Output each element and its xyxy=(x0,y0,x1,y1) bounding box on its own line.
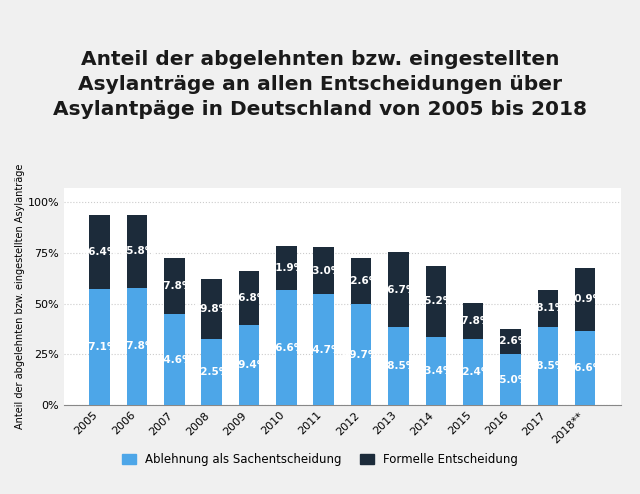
Bar xyxy=(314,247,334,294)
Bar xyxy=(426,266,446,337)
Text: 29.8%: 29.8% xyxy=(193,304,230,314)
Text: 33.4%: 33.4% xyxy=(418,366,454,376)
Text: 32.4%: 32.4% xyxy=(455,367,492,377)
Text: 35.8%: 35.8% xyxy=(119,247,155,256)
Text: 49.7%: 49.7% xyxy=(343,350,380,360)
Bar xyxy=(202,339,222,405)
Text: 26.8%: 26.8% xyxy=(231,293,267,303)
Text: 30.9%: 30.9% xyxy=(567,294,604,304)
Bar xyxy=(276,246,296,290)
Bar xyxy=(388,252,409,327)
Bar xyxy=(164,258,184,315)
Text: 12.6%: 12.6% xyxy=(492,336,529,346)
Text: 57.1%: 57.1% xyxy=(81,342,118,352)
Text: Anteil der abgelehnten bzw. eingestellten
Asylanträge an allen Entscheidungen üb: Anteil der abgelehnten bzw. eingestellte… xyxy=(53,50,587,119)
Bar xyxy=(500,329,521,354)
Text: 36.4%: 36.4% xyxy=(81,247,118,257)
Text: 56.6%: 56.6% xyxy=(268,343,305,353)
Text: 38.5%: 38.5% xyxy=(380,361,417,371)
Bar xyxy=(351,258,371,304)
Bar xyxy=(276,290,296,405)
Bar xyxy=(351,304,371,405)
Text: 25.0%: 25.0% xyxy=(492,374,529,385)
Legend: Ablehnung als Sachentscheidung, Formelle Entscheidung: Ablehnung als Sachentscheidung, Formelle… xyxy=(122,453,518,466)
Text: 21.9%: 21.9% xyxy=(268,263,305,273)
Text: 27.8%: 27.8% xyxy=(156,281,193,291)
Bar xyxy=(90,289,110,405)
Text: 57.8%: 57.8% xyxy=(119,341,155,351)
Text: 18.1%: 18.1% xyxy=(530,303,566,314)
Text: 17.8%: 17.8% xyxy=(455,316,492,326)
Text: 35.2%: 35.2% xyxy=(418,296,454,306)
Text: 36.7%: 36.7% xyxy=(380,285,417,294)
Bar xyxy=(127,215,147,288)
Y-axis label: Anteil der abgelehnten bzw. eingestellten Asylanträge: Anteil der abgelehnten bzw. eingestellte… xyxy=(15,164,25,429)
Bar xyxy=(239,271,259,325)
Bar xyxy=(575,330,595,405)
Bar xyxy=(202,279,222,339)
Bar xyxy=(239,325,259,405)
Text: 36.6%: 36.6% xyxy=(567,363,604,373)
Text: 44.6%: 44.6% xyxy=(156,355,193,365)
Text: 39.4%: 39.4% xyxy=(231,360,267,370)
Text: 22.6%: 22.6% xyxy=(343,276,380,286)
Bar xyxy=(538,327,558,405)
Text: 54.7%: 54.7% xyxy=(305,344,342,355)
Bar xyxy=(164,315,184,405)
Bar xyxy=(127,288,147,405)
Bar xyxy=(575,268,595,330)
Bar xyxy=(463,339,483,405)
Bar xyxy=(426,337,446,405)
Bar xyxy=(314,294,334,405)
Bar xyxy=(538,290,558,327)
Text: 23.0%: 23.0% xyxy=(305,266,342,276)
Bar xyxy=(388,327,409,405)
Bar xyxy=(90,215,110,289)
Bar xyxy=(500,354,521,405)
Text: 32.5%: 32.5% xyxy=(193,367,230,377)
Text: 38.5%: 38.5% xyxy=(530,361,566,371)
Bar xyxy=(463,303,483,339)
